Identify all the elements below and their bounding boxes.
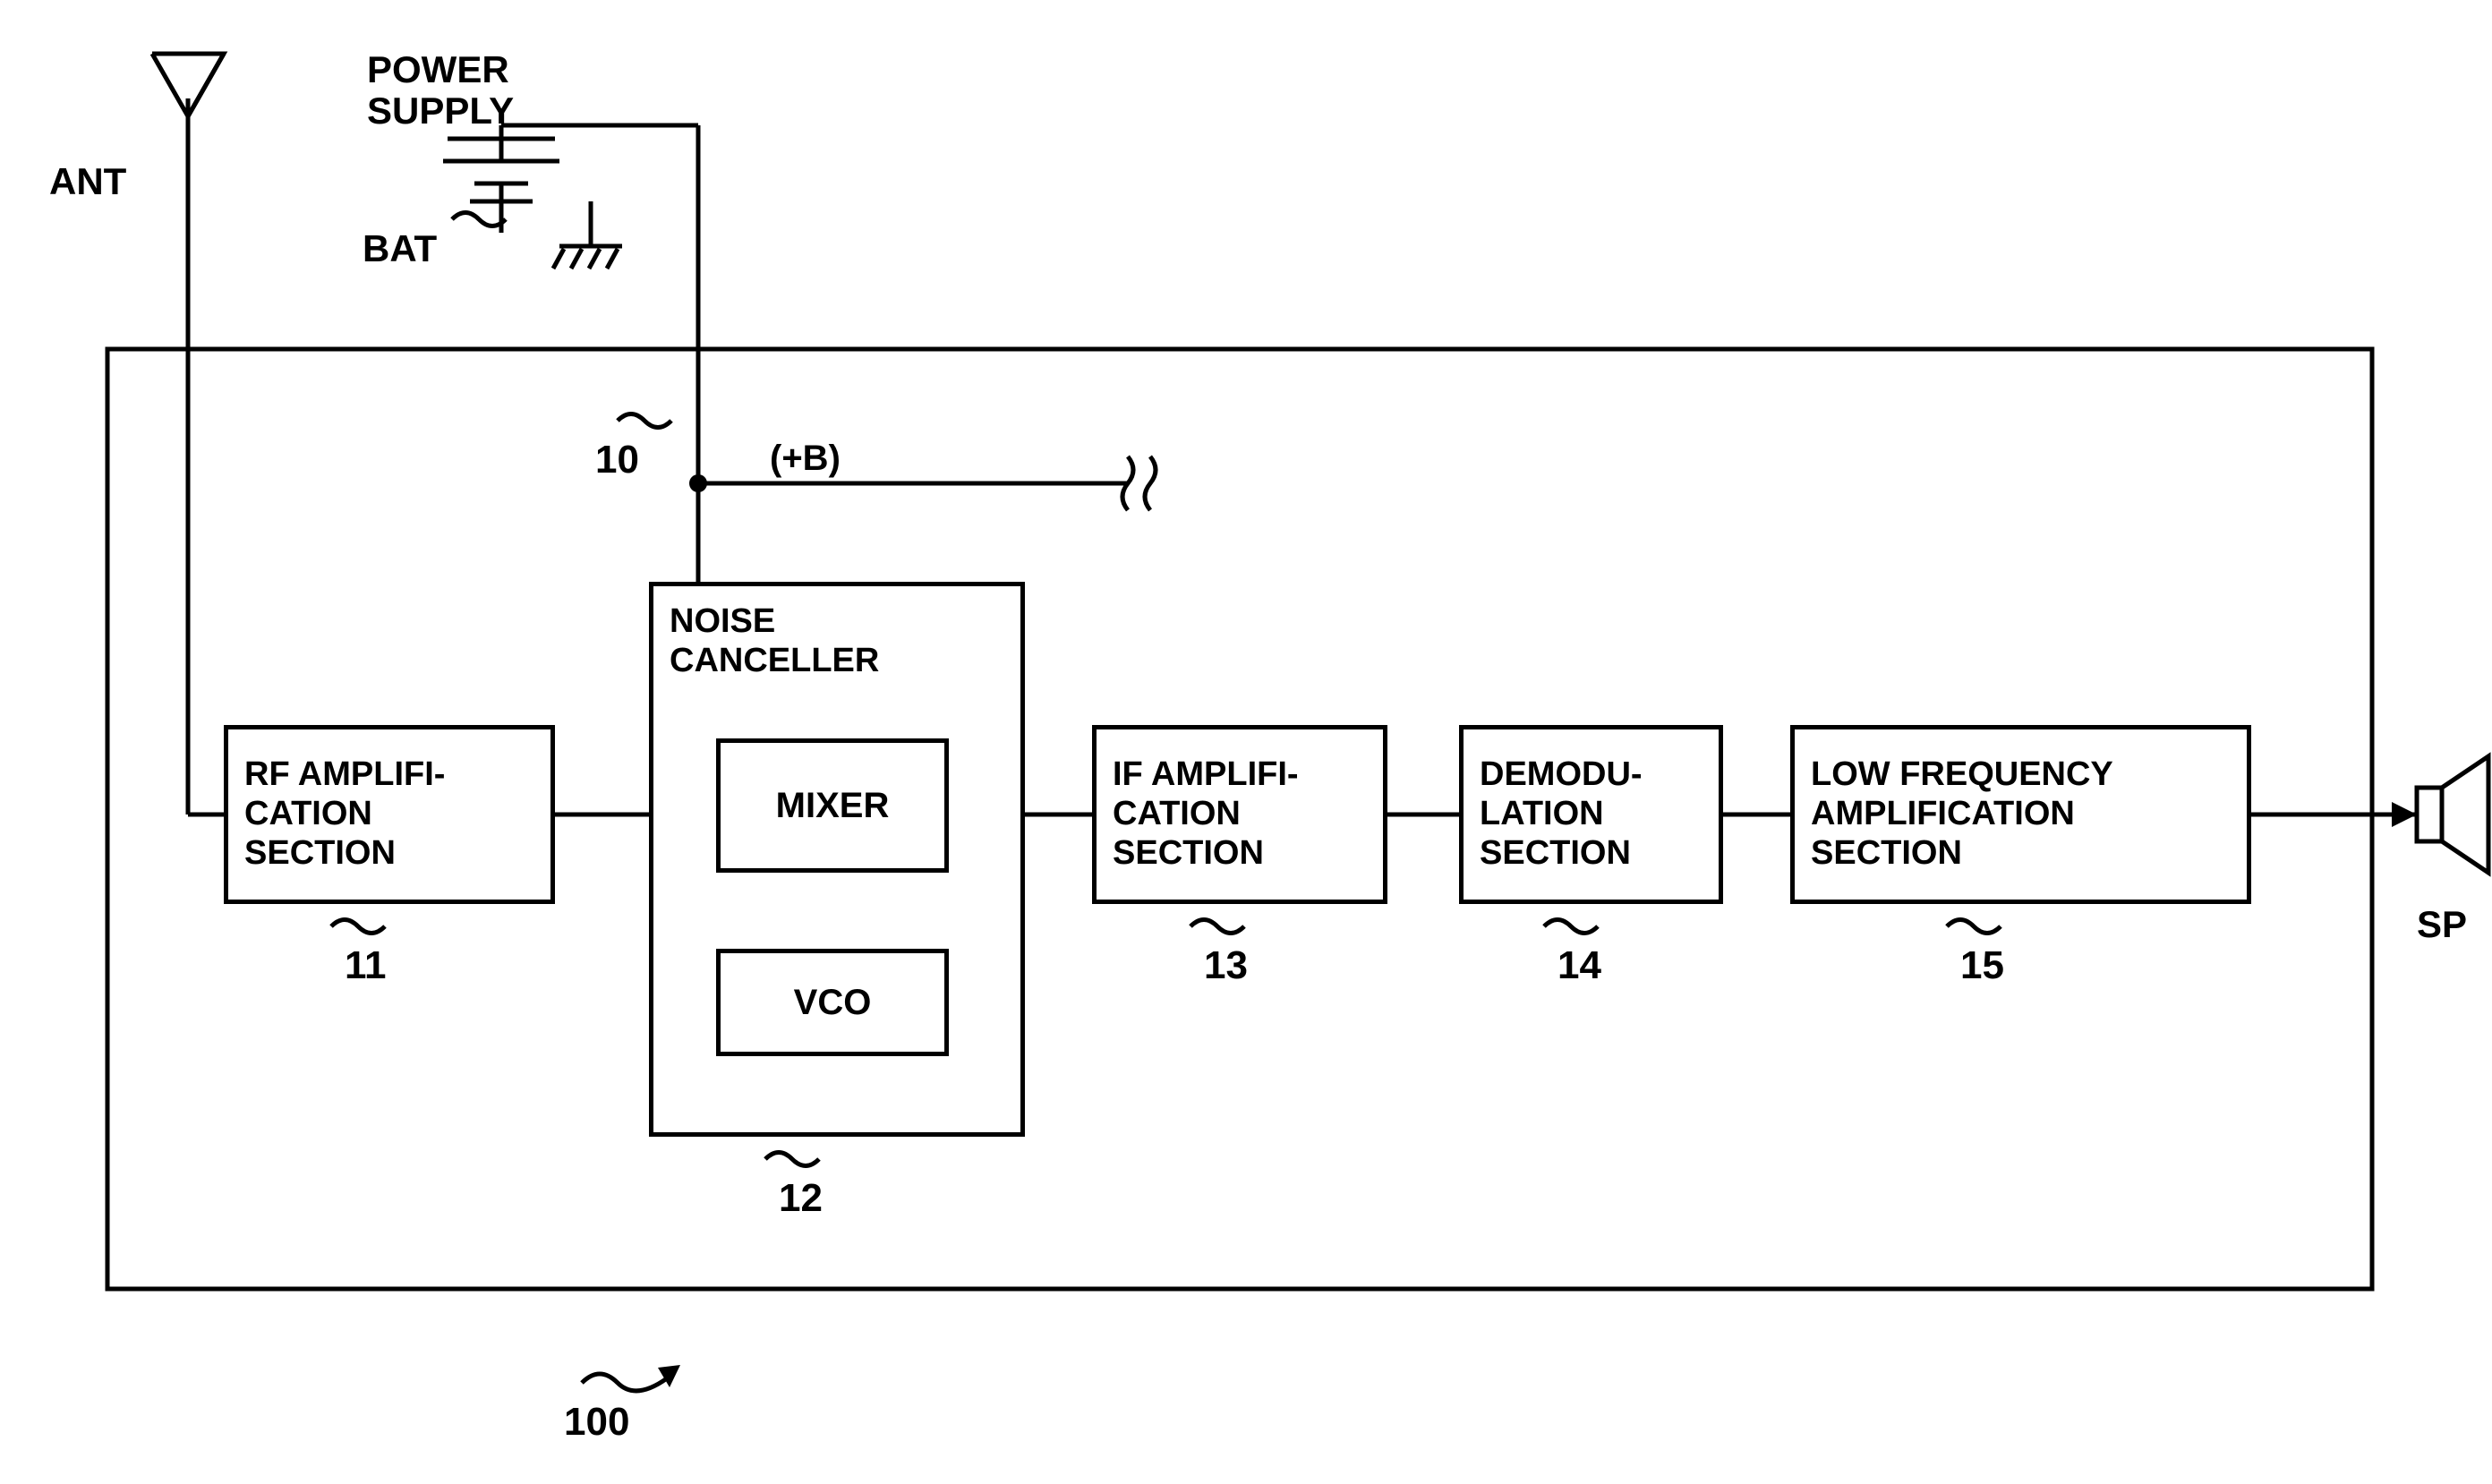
mixer-text: MIXER: [776, 785, 890, 826]
if-amp-block: IF AMPLIFI- CATION SECTION: [1092, 725, 1387, 904]
bat-label: BAT: [363, 228, 437, 269]
ref-11: 11: [345, 944, 387, 987]
lf-amp-block: LOW FREQUENCY AMPLIFICATION SECTION: [1790, 725, 2251, 904]
ground-icon: [553, 201, 622, 269]
ref-15: 15: [1960, 944, 2004, 987]
rf-amp-text: RF AMPLIFI- CATION SECTION: [244, 755, 445, 873]
if-amp-text: IF AMPLIFI- CATION SECTION: [1113, 755, 1299, 873]
demod-block: DEMODU- LATION SECTION: [1459, 725, 1723, 904]
noise-canceller-title: NOISE CANCELLER: [670, 602, 879, 680]
plus-b-label: (+B): [770, 439, 841, 478]
ref-100: 100: [564, 1401, 629, 1444]
power-supply-label: POWER SUPPLY: [367, 49, 514, 132]
rf-amp-block: RF AMPLIFI- CATION SECTION: [224, 725, 555, 904]
block-diagram: ANT POWER SUPPLY BAT (+B) SP 10 11 12 13…: [0, 0, 2492, 1484]
ref-12: 12: [779, 1177, 823, 1220]
speaker-icon: [2417, 756, 2488, 873]
demod-text: DEMODU- LATION SECTION: [1480, 755, 1643, 873]
sp-label: SP: [2417, 904, 2467, 945]
power-supply-icon: [448, 125, 698, 582]
lf-amp-text: LOW FREQUENCY AMPLIFICATION SECTION: [1811, 755, 2113, 873]
vco-text: VCO: [794, 982, 872, 1023]
mixer-block: MIXER: [716, 738, 949, 873]
vco-block: VCO: [716, 949, 949, 1056]
antenna-icon: [152, 54, 224, 814]
ref-13: 13: [1204, 944, 1248, 987]
ref-14: 14: [1558, 944, 1601, 987]
ref-10: 10: [595, 439, 639, 482]
ant-label: ANT: [49, 161, 126, 202]
